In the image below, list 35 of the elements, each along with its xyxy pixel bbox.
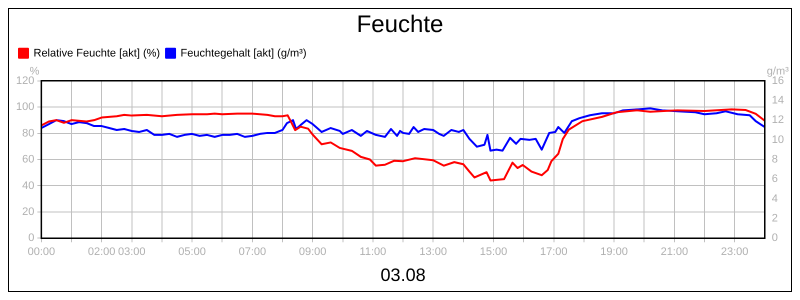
x-tick-label: 05:00 [178,246,206,258]
y2-axis-title: g/m³ [766,65,790,78]
x-tick-label: 15:00 [480,246,508,258]
x-tick-label: 23:00 [720,246,748,258]
y-tick-label: 80 [22,127,34,140]
y2-tick-label: 6 [772,173,778,186]
y-tick-label: 120 [16,74,34,87]
y2-tick-label: 2 [772,212,778,225]
y2-tick-label: 0 [772,232,778,244]
y-axis-title: % [30,65,40,78]
x-tick-label: 00:00 [28,246,56,258]
legend-label: Feuchtegehalt [akt] (g/m³) [180,47,306,60]
y-tick-label: 0 [28,232,34,244]
y2-tick-label: 12 [772,114,784,126]
x-tick-label: 09:00 [298,246,326,258]
x-tick-label: 21:00 [660,246,688,258]
y-tick-label: 100 [16,101,34,114]
x-axis-title: 03.08 [380,265,426,286]
chart-title: Feuchte [356,11,444,38]
y-tick-label: 20 [22,206,34,218]
x-tick-label: 13:00 [419,246,447,258]
y-tick-label: 60 [22,154,34,166]
x-tick-label: 19:00 [600,246,628,258]
y-tick-label: 40 [22,180,34,192]
x-tick-label: 11:00 [360,246,386,258]
x-tick-label: 07:00 [238,246,266,258]
legend-label: Relative Feuchte [akt] (%) [34,47,160,60]
x-tick-label: 02:00 [88,246,116,258]
y2-tick-label: 8 [772,154,778,166]
y2-tick-label: 4 [772,192,778,205]
y2-tick-label: 14 [772,94,784,107]
y2-tick-label: 10 [772,134,784,146]
x-tick-label: 03:00 [118,246,146,258]
x-tick-label: 17:00 [540,246,568,258]
y2-tick-label: 16 [772,74,784,87]
